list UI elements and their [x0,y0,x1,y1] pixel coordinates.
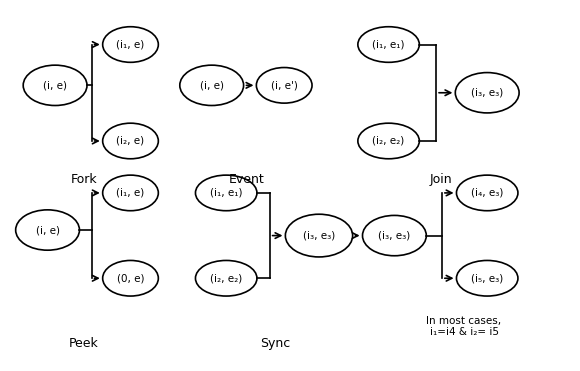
Text: In most cases,
i₁=i4 & i₂= i5: In most cases, i₁=i4 & i₂= i5 [426,316,502,337]
Text: (i₅, e₃): (i₅, e₃) [471,273,503,283]
Text: Peek: Peek [69,336,99,350]
Text: (i₁, e): (i₁, e) [117,188,144,198]
Text: (i₃, e₃): (i₃, e₃) [471,88,503,98]
Text: Sync: Sync [260,336,291,350]
Text: (i₁, e): (i₁, e) [117,40,144,49]
Text: (i₂, e): (i₂, e) [117,136,144,146]
Text: (i₂, e₂): (i₂, e₂) [372,136,405,146]
Text: Event: Event [229,173,264,187]
Text: Fork: Fork [71,173,97,187]
Text: (i, e): (i, e) [43,81,67,90]
Text: (i, e'): (i, e') [271,81,298,90]
Text: Join: Join [429,173,452,187]
Text: (i₁, e₁): (i₁, e₁) [372,40,405,49]
Text: (i₄, e₃): (i₄, e₃) [471,188,503,198]
Text: (i₃, e₃): (i₃, e₃) [303,231,335,240]
Text: (i, e): (i, e) [200,81,224,90]
Text: (i₂, e₂): (i₂, e₂) [210,273,242,283]
Text: (0, e): (0, e) [117,273,144,283]
Text: (i, e): (i, e) [35,225,60,235]
Text: (i₃, e₃): (i₃, e₃) [378,231,411,240]
Text: (i₁, e₁): (i₁, e₁) [210,188,242,198]
